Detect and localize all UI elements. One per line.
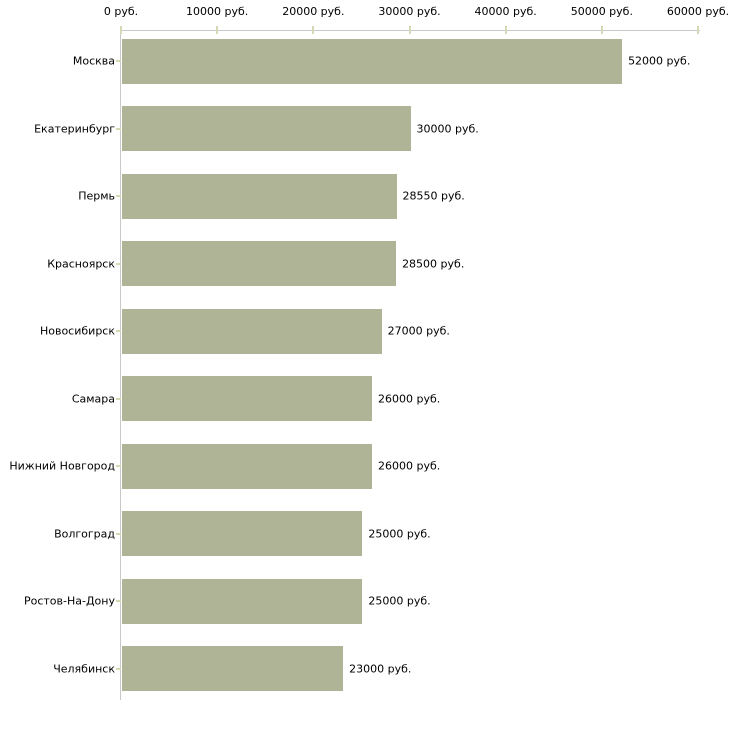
category-label: Самара — [71, 392, 115, 406]
category-label: Волгоград — [54, 527, 115, 541]
x-axis-tick-label: 30000 руб. — [378, 5, 441, 18]
x-axis-tick — [504, 26, 507, 34]
bar — [122, 106, 411, 152]
value-label: 26000 руб. — [378, 459, 441, 473]
x-axis-tick-label: 10000 руб. — [186, 5, 249, 18]
category-label: Нижний Новгород — [9, 459, 115, 473]
x-axis-tick-label: 60000 руб. — [666, 5, 730, 18]
value-label: 30000 руб. — [416, 122, 479, 136]
value-label: 26000 руб. — [378, 392, 441, 406]
category-label: Москва — [72, 54, 115, 68]
y-axis-tick — [116, 127, 121, 130]
bar — [122, 241, 397, 287]
y-axis-tick — [116, 600, 121, 603]
category-label: Ростов-На-Дону — [23, 594, 115, 608]
x-axis-tick — [408, 26, 411, 34]
y-axis-tick — [116, 330, 121, 333]
y-axis-tick — [116, 667, 121, 670]
category-label: Челябинск — [53, 662, 115, 676]
bar — [122, 308, 382, 354]
bar — [122, 443, 373, 489]
value-label: 27000 руб. — [387, 324, 450, 338]
x-axis-tick-label: 40000 руб. — [474, 5, 537, 18]
value-label: 28550 руб. — [402, 189, 465, 203]
bar — [122, 376, 373, 422]
x-axis-line — [121, 30, 700, 31]
x-axis-tick-label: 50000 руб. — [570, 5, 633, 18]
bar — [122, 38, 623, 84]
category-label: Красноярск — [47, 257, 115, 271]
y-axis-tick — [116, 465, 121, 468]
x-axis-tick — [120, 26, 122, 34]
x-axis-tick — [697, 26, 699, 34]
bar — [122, 578, 363, 624]
y-axis-tick — [116, 532, 121, 535]
y-axis-tick — [116, 262, 121, 265]
x-axis-tick — [312, 26, 315, 34]
value-label: 23000 руб. — [349, 662, 412, 676]
y-axis-tick — [116, 195, 121, 198]
category-label: Новосибирск — [39, 324, 115, 338]
value-label: 28500 руб. — [402, 257, 465, 271]
x-axis-tick — [600, 26, 603, 34]
value-label: 25000 руб. — [368, 594, 431, 608]
category-label: Екатеринбург — [34, 122, 115, 136]
x-axis-tick — [216, 26, 219, 34]
value-label: 52000 руб. — [628, 54, 691, 68]
y-axis-tick — [116, 60, 121, 62]
bar — [122, 173, 397, 219]
bar — [122, 511, 363, 557]
x-axis-tick-label: 20000 руб. — [282, 5, 345, 18]
y-axis-tick — [116, 397, 121, 400]
category-label: Пермь — [78, 189, 115, 203]
y-axis-line — [120, 30, 121, 700]
value-label: 25000 руб. — [368, 527, 431, 541]
bar — [122, 646, 344, 692]
x-axis-tick-label: 0 руб. — [103, 5, 139, 18]
